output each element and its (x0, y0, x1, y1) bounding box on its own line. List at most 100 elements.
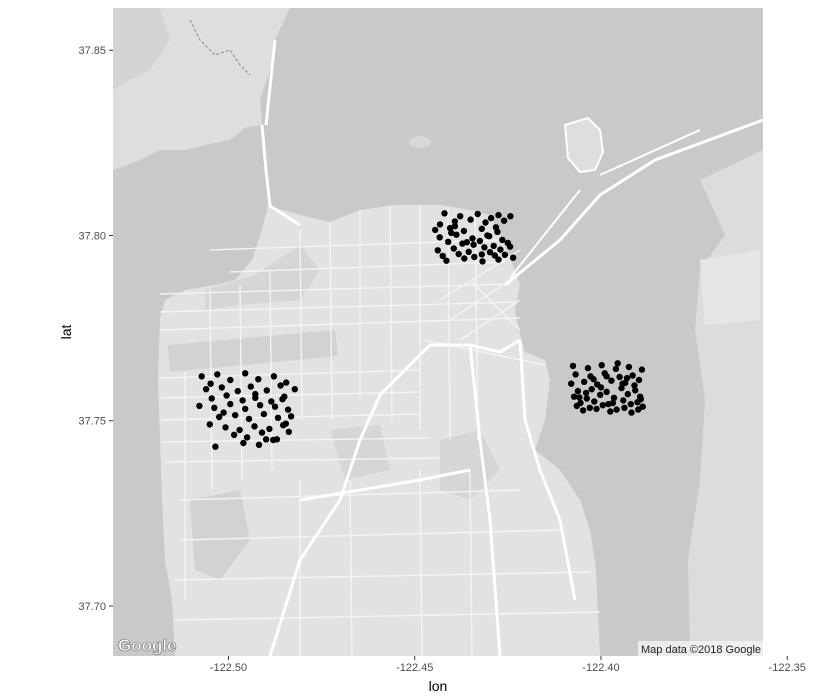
data-point (434, 247, 441, 254)
data-point (256, 402, 264, 409)
data-point (450, 245, 457, 252)
data-point (282, 420, 289, 427)
data-point (455, 250, 462, 258)
data-point (599, 402, 606, 409)
data-point (590, 376, 597, 383)
data-point (469, 235, 476, 242)
data-point (509, 254, 517, 261)
attribution-background (638, 641, 763, 656)
data-point (581, 378, 588, 385)
data-point (287, 413, 295, 420)
y-tick-label: 37.80 (78, 230, 106, 242)
data-point (467, 216, 474, 223)
highways (260, 39, 763, 656)
map-data-attribution: Map data ©2018 Google (641, 644, 761, 656)
data-point (574, 387, 582, 395)
data-point (222, 424, 229, 431)
data-point (227, 400, 234, 408)
data-point (495, 256, 502, 263)
data-point (619, 380, 626, 387)
data-point (227, 376, 234, 384)
data-point (478, 225, 485, 232)
data-point (451, 223, 459, 230)
data-point (271, 403, 279, 410)
data-point (620, 397, 627, 404)
x-axis-title: lon (429, 678, 448, 694)
data-point (568, 380, 575, 387)
data-point (218, 384, 225, 391)
data-point (482, 219, 489, 226)
data-point (610, 394, 618, 401)
data-point (251, 423, 258, 430)
data-point (583, 395, 590, 402)
data-point (453, 231, 460, 238)
x-tick-label: -122.40 (582, 662, 619, 674)
data-point (635, 406, 642, 413)
data-point (441, 210, 448, 217)
data-point (457, 213, 464, 220)
data-point (478, 251, 485, 258)
data-point (625, 363, 633, 371)
data-point (236, 426, 243, 434)
data-point (631, 382, 638, 389)
data-point (432, 226, 439, 234)
data-point (214, 371, 221, 378)
y-tick-label: 37.85 (78, 45, 106, 57)
data-point (461, 255, 468, 262)
data-point (614, 360, 621, 367)
data-point (202, 386, 210, 393)
data-point (506, 243, 514, 250)
data-point (232, 412, 239, 419)
data-point (624, 390, 631, 398)
data-point (573, 402, 580, 410)
data-point (270, 373, 278, 380)
data-point (220, 409, 227, 416)
data-point (491, 252, 498, 259)
data-point (499, 236, 506, 244)
data-point (234, 387, 241, 395)
data-point (608, 377, 615, 384)
data-point (240, 439, 247, 447)
data-point (212, 443, 219, 450)
data-point (628, 409, 635, 416)
data-point (490, 242, 497, 250)
data-point (603, 373, 610, 380)
data-point (223, 392, 230, 399)
data-point (448, 229, 455, 237)
y-tick-label: 37.70 (78, 601, 106, 613)
data-point (634, 399, 641, 406)
data-point (291, 386, 298, 393)
data-point (629, 372, 636, 379)
x-axis: -122.50 -122.45 -122.40 -122.35 (210, 656, 806, 674)
data-point (579, 407, 587, 414)
y-axis: 37.70 37.75 37.80 37.85 (78, 45, 113, 613)
google-logo: Google (118, 636, 177, 655)
data-point (470, 241, 477, 248)
data-point (616, 373, 623, 381)
data-point (570, 393, 578, 400)
data-point (207, 380, 214, 387)
data-point (623, 374, 631, 382)
data-point (635, 376, 643, 384)
data-point (270, 436, 277, 444)
data-point (242, 405, 249, 413)
data-point (445, 238, 452, 245)
data-point (243, 434, 251, 441)
data-point (242, 370, 249, 377)
data-point (621, 404, 628, 411)
data-point (609, 399, 617, 407)
data-point (465, 248, 472, 255)
data-point (495, 211, 502, 219)
data-point (471, 253, 478, 261)
data-point (481, 244, 488, 251)
data-point (591, 398, 598, 405)
data-point (255, 441, 263, 448)
data-point (500, 217, 508, 224)
data-point (603, 388, 610, 395)
data-point (584, 364, 592, 372)
data-point (247, 383, 254, 390)
data-point (196, 402, 203, 410)
data-point (598, 362, 605, 369)
data-point (569, 362, 577, 370)
